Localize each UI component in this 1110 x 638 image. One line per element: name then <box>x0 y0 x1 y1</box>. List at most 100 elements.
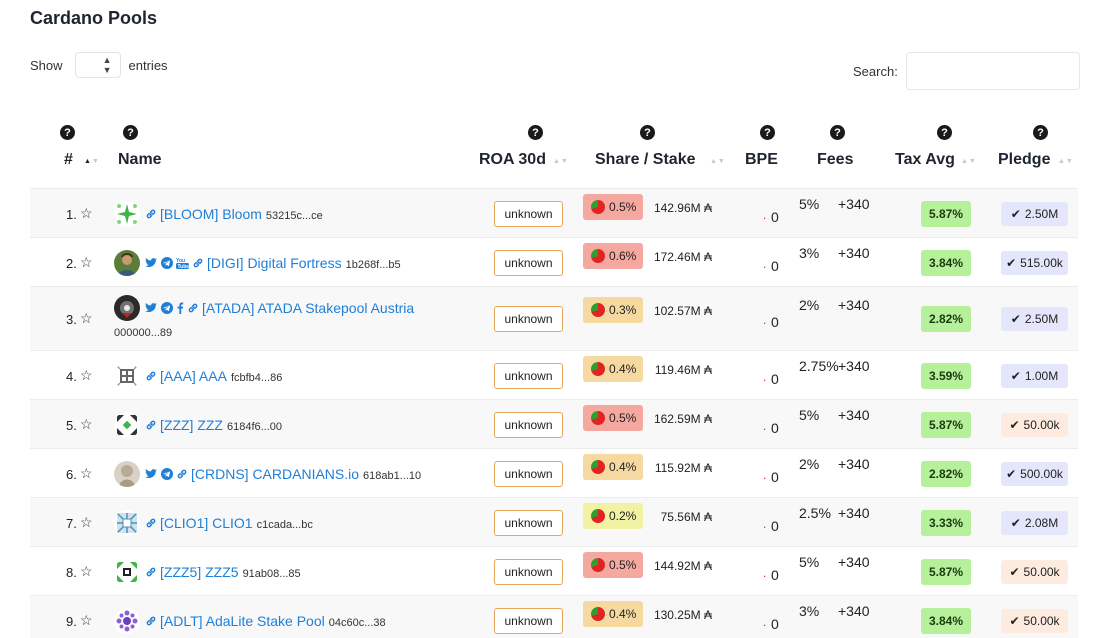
entries-label: entries <box>128 57 168 73</box>
table-row[interactable]: 9. ☆ [ADLT] AdaLite Stake Pool 04c60c...3… <box>30 595 1078 638</box>
col-share[interactable]: ? Share / Stake ▲▼ <box>595 118 735 188</box>
table-row[interactable]: 5. ☆ [ZZZ] ZZZ 6184f6...00 unknown 0.5% 1… <box>30 399 1078 448</box>
pledge-badge: ✔ 50.00k <box>1001 560 1068 584</box>
link-icon[interactable] <box>145 370 157 385</box>
fee-percent: 5% <box>799 554 820 570</box>
help-icon[interactable]: ? <box>1033 125 1048 140</box>
check-icon: ✔ <box>1010 369 1021 383</box>
table-row[interactable]: 6. ☆ [CRDNS] CARDANIANS.io 618ab1...10 un… <box>30 448 1078 497</box>
pool-name-link[interactable]: [ADLT] AdaLite Stake Pool <box>160 613 325 629</box>
pool-name-cell: [ZZZ5] ZZZ5 91ab08...85 <box>114 559 474 585</box>
rank-number: 8. <box>66 565 77 580</box>
favorite-star-icon[interactable]: ☆ <box>80 254 93 270</box>
pool-name-link[interactable]: [CLIO1] CLIO1 <box>160 515 253 531</box>
col-name[interactable]: ? Name <box>118 118 238 188</box>
link-icon[interactable] <box>176 468 188 483</box>
favorite-star-icon[interactable]: ☆ <box>80 367 93 383</box>
share-pie-icon <box>591 558 605 572</box>
col-bpe[interactable]: ? BPE <box>745 118 805 188</box>
col-pledge[interactable]: ? Pledge ▲▼ <box>998 118 1078 188</box>
bpe-dot-icon: . <box>763 517 767 531</box>
favorite-star-icon[interactable]: ☆ <box>80 416 93 432</box>
pool-logo <box>114 295 140 321</box>
sort-icon: ▲▼ <box>553 158 569 165</box>
pool-name-link[interactable]: [BLOOM] Bloom <box>160 206 262 222</box>
pool-name-link[interactable]: [ZZZ5] ZZZ5 <box>160 564 239 580</box>
telegram-icon[interactable] <box>161 468 173 483</box>
favorite-star-icon[interactable]: ☆ <box>80 514 93 530</box>
roa-value[interactable]: unknown <box>494 412 563 438</box>
pool-name-link[interactable]: [AAA] AAA <box>160 368 227 384</box>
pool-logo <box>114 608 140 634</box>
pledge-badge: ✔ 1.00M <box>1001 364 1068 388</box>
share-badge: 0.2% <box>583 503 643 529</box>
link-icon[interactable] <box>192 257 204 272</box>
col-tax[interactable]: ? Tax Avg ▲▼ <box>895 118 990 188</box>
share-pie-icon <box>591 249 605 263</box>
fee-fixed: +340 <box>838 297 870 313</box>
bpe-value: 0 <box>771 567 779 583</box>
help-icon[interactable]: ? <box>640 125 655 140</box>
help-icon[interactable]: ? <box>830 125 845 140</box>
entries-select[interactable]: ▲ ▼ <box>74 52 121 78</box>
rank-number: 4. <box>66 369 77 384</box>
roa-value[interactable]: unknown <box>494 363 563 389</box>
roa-value[interactable]: unknown <box>494 306 563 332</box>
telegram-icon[interactable] <box>161 257 173 272</box>
pool-name-link[interactable]: [ZZZ] ZZZ <box>160 417 223 433</box>
link-icon[interactable] <box>145 566 157 581</box>
help-icon[interactable]: ? <box>937 125 952 140</box>
pool-name-link[interactable]: [DIGI] Digital Fortress <box>207 255 342 271</box>
share-badge: 0.5% <box>583 405 643 431</box>
table-row[interactable]: 7. ☆ [CLIO1] CLIO1 c1cada...bc unknown 0.… <box>30 497 1078 546</box>
twitter-icon[interactable] <box>145 302 158 317</box>
roa-value[interactable]: unknown <box>494 201 563 227</box>
favorite-star-icon[interactable]: ☆ <box>80 205 93 221</box>
col-rank[interactable]: ? # ▲▼ <box>60 118 120 188</box>
table-row[interactable]: 3. ☆ [ATADA] ATADA Stakepool Austria 000… <box>30 286 1078 350</box>
roa-value[interactable]: unknown <box>494 510 563 536</box>
pool-logo <box>114 461 140 487</box>
table-row[interactable]: 1. ☆ [BLOOM] Bloom 53215c...ce unknown 0.… <box>30 188 1078 237</box>
table-row[interactable]: 8. ☆ [ZZZ5] ZZZ5 91ab08...85 unknown 0.5%… <box>30 546 1078 595</box>
share-value: 0.3% <box>609 303 637 317</box>
roa-value[interactable]: unknown <box>494 461 563 487</box>
pool-name-link[interactable]: [ATADA] ATADA Stakepool Austria <box>202 300 415 316</box>
facebook-icon[interactable] <box>176 302 184 317</box>
favorite-star-icon[interactable]: ☆ <box>80 563 93 579</box>
youtube-icon[interactable]: You Tube <box>176 257 189 272</box>
twitter-icon[interactable] <box>145 257 158 272</box>
link-icon[interactable] <box>145 517 157 532</box>
pledge-badge: ✔ 500.00k <box>1001 462 1068 486</box>
link-icon[interactable] <box>145 419 157 434</box>
help-icon[interactable]: ? <box>528 125 543 140</box>
table-row[interactable]: 2. ☆ You Tube [DIGI] Digital Fortress 1b268… <box>30 237 1078 286</box>
help-icon[interactable]: ? <box>760 125 775 140</box>
pool-logo <box>114 201 140 227</box>
help-icon[interactable]: ? <box>60 125 75 140</box>
col-fees[interactable]: ? Fees <box>817 118 877 188</box>
roa-value[interactable]: unknown <box>494 608 563 634</box>
roa-value[interactable]: unknown <box>494 250 563 276</box>
link-icon[interactable] <box>187 302 199 317</box>
twitter-icon[interactable] <box>145 468 158 483</box>
help-icon[interactable]: ? <box>123 125 138 140</box>
favorite-star-icon[interactable]: ☆ <box>80 465 93 481</box>
share-badge: 0.5% <box>583 552 643 578</box>
roa-value[interactable]: unknown <box>494 559 563 585</box>
link-icon[interactable] <box>145 208 157 223</box>
stake-value: 115.92M ₳ <box>654 461 712 475</box>
col-roa[interactable]: ? ROA 30d ▲▼ <box>479 118 579 188</box>
pool-logo <box>114 510 140 536</box>
tax-badge: 5.87% <box>921 201 971 227</box>
col-name-label: Name <box>118 151 162 168</box>
telegram-icon[interactable] <box>161 302 173 317</box>
pool-name-link[interactable]: [CRDNS] CARDANIANS.io <box>191 466 360 482</box>
link-icon[interactable] <box>145 615 157 630</box>
search-input[interactable] <box>905 52 1080 90</box>
stake-value: 172.46M ₳ <box>653 250 712 264</box>
rank-number: 3. <box>66 312 77 327</box>
favorite-star-icon[interactable]: ☆ <box>80 310 93 326</box>
favorite-star-icon[interactable]: ☆ <box>80 612 93 628</box>
table-row[interactable]: 4. ☆ [AAA] AAA fcbfb4...86 unknown 0.4% 1… <box>30 350 1078 399</box>
